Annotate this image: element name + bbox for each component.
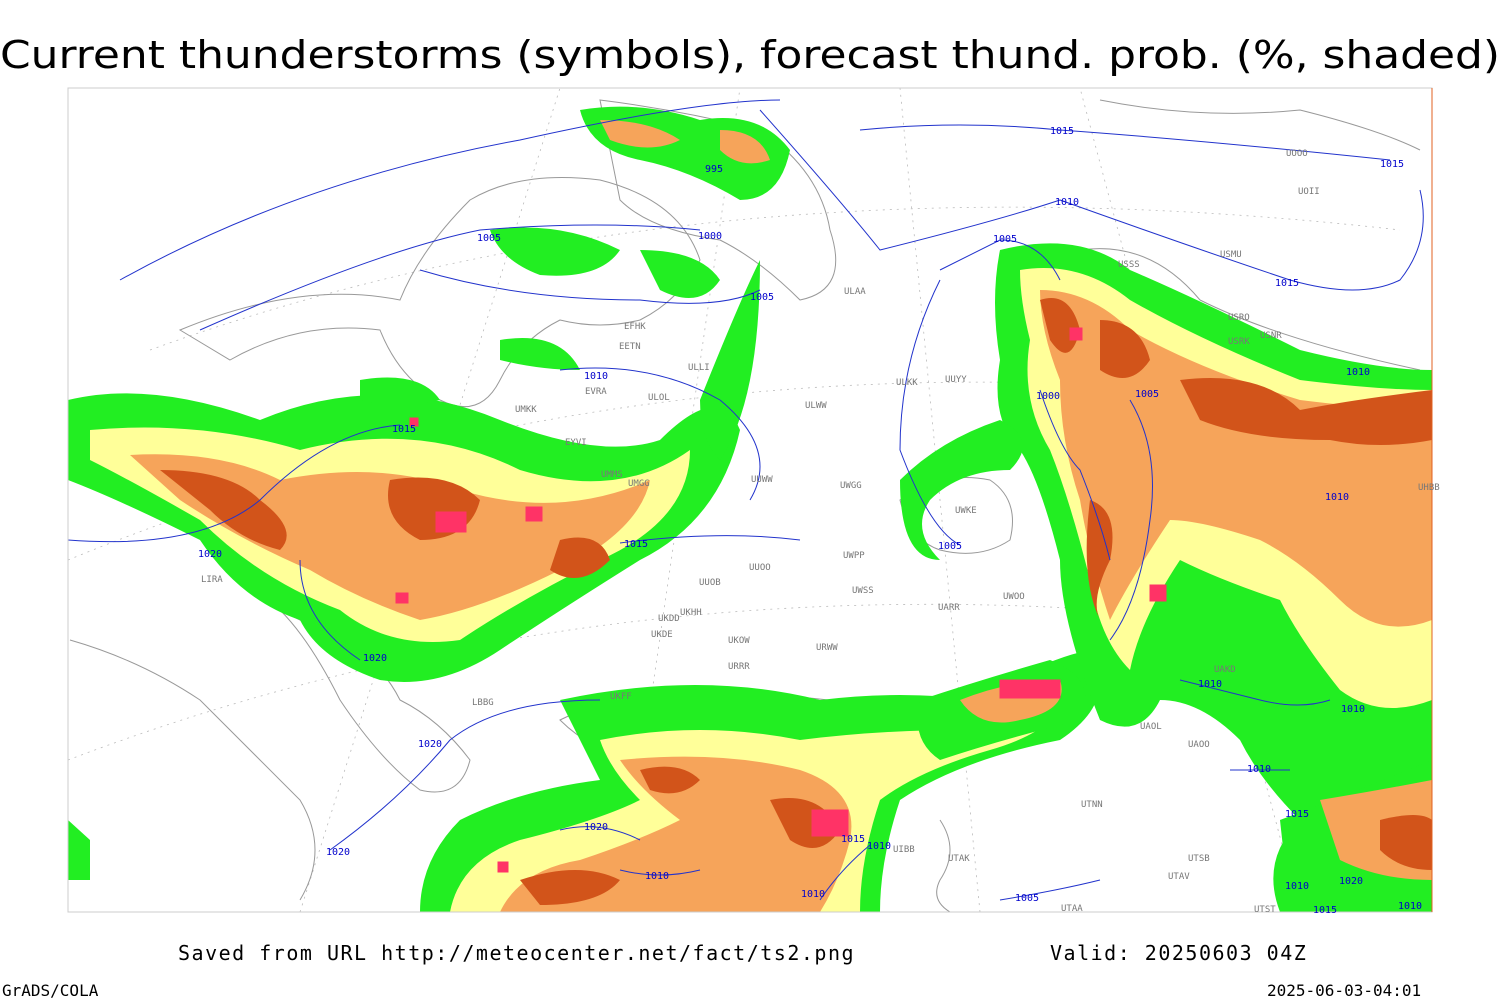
isobars xyxy=(68,99,1424,901)
isobar-label: 1010 xyxy=(1285,881,1309,892)
isobar-label: 1000 xyxy=(1036,391,1060,402)
isobar-label: 1015 xyxy=(1380,159,1404,170)
station-label: USMU xyxy=(1220,250,1242,260)
station-label: USRK xyxy=(1228,337,1250,347)
isobar-label: 1015 xyxy=(1275,278,1299,289)
isobar-label: 995 xyxy=(705,164,723,175)
probability-shading xyxy=(68,106,1432,912)
isobar-label: 1020 xyxy=(418,739,442,750)
station-label: UHBB xyxy=(1418,483,1440,493)
station-label: UUOO xyxy=(749,563,771,573)
station-label: UAOO xyxy=(1188,740,1210,750)
station-label: URWW xyxy=(816,643,838,653)
isobar-label: 1015 xyxy=(624,539,648,550)
station-label: UUOB xyxy=(699,578,721,588)
station-label: UOOO xyxy=(1286,149,1308,159)
isobar-label: 1020 xyxy=(363,653,387,664)
isobar-label: 1005 xyxy=(993,234,1017,245)
station-label: ULKK xyxy=(896,378,918,388)
station-label: USSS xyxy=(1118,260,1140,270)
station-label: UKDD xyxy=(658,614,680,624)
station-label: UTNN xyxy=(1081,800,1103,810)
station-label: UWOO xyxy=(1003,592,1025,602)
station-label: UIBB xyxy=(893,845,915,855)
isobar-label: 1020 xyxy=(198,549,222,560)
station-label: UAKD xyxy=(1214,665,1236,675)
isobar-label: 1020 xyxy=(1339,876,1363,887)
isobar-label: 1005 xyxy=(750,292,774,303)
station-label: UTSB xyxy=(1188,854,1210,864)
isobar-label: 1015 xyxy=(392,424,416,435)
station-label: UAOL xyxy=(1140,722,1162,732)
station-label: UTST xyxy=(1254,905,1276,915)
station-label: ULAA xyxy=(844,287,866,297)
isobar-label: 1010 xyxy=(1198,679,1222,690)
station-label: EYVI xyxy=(565,438,587,448)
storm-symbols xyxy=(395,327,1167,873)
isobar-label: 1010 xyxy=(1346,367,1370,378)
station-label: UMKK xyxy=(515,405,537,415)
isobar-label: 1000 xyxy=(698,231,722,242)
isobar-label: 1010 xyxy=(801,889,825,900)
source-url: Saved from URL http://meteocenter.net/fa… xyxy=(178,941,855,965)
station-label: USRO xyxy=(1228,313,1250,323)
station-label: UMGG xyxy=(628,479,650,489)
isobar-label: 1010 xyxy=(1325,492,1349,503)
station-label: ULWW xyxy=(805,401,827,411)
station-label: UKDE xyxy=(651,630,673,640)
isobar-label: 1015 xyxy=(1313,905,1337,916)
isobar-label: 1015 xyxy=(841,834,865,845)
isobar-label: 1015 xyxy=(1285,809,1309,820)
station-label: EVRA xyxy=(585,387,607,397)
valid-time: Valid: 20250603 04Z xyxy=(1050,941,1307,965)
station-label: EETN xyxy=(619,342,641,352)
isobar-label: 1005 xyxy=(1135,389,1159,400)
isobar-label: 1005 xyxy=(477,233,501,244)
station-label: USNR xyxy=(1260,331,1282,341)
isobar-label: 1020 xyxy=(326,847,350,858)
station-label: LIRA xyxy=(201,575,223,585)
station-label: ULLI xyxy=(688,363,710,373)
station-label: EFHK xyxy=(624,322,646,332)
station-label: URRR xyxy=(728,662,750,672)
map xyxy=(67,87,1433,913)
station-label: UWSS xyxy=(852,586,874,596)
station-label: ULOL xyxy=(648,393,670,403)
station-label: UWKE xyxy=(955,506,977,516)
station-label: UTAV xyxy=(1168,872,1190,882)
isobar-label: 1005 xyxy=(1015,893,1039,904)
isobar-label: 1020 xyxy=(584,822,608,833)
station-label: UKFF xyxy=(610,692,632,702)
software: GrADS/COLA xyxy=(2,981,99,1000)
isobar-label: 1010 xyxy=(867,841,891,852)
station-label: LBBG xyxy=(472,698,494,708)
station-label: UMMS xyxy=(601,470,623,480)
isobar-label: 1010 xyxy=(1055,197,1079,208)
station-label: UTAK xyxy=(948,854,970,864)
station-label: UUYY xyxy=(945,375,967,385)
isobar-label: 1010 xyxy=(1398,901,1422,912)
station-label: UKHH xyxy=(680,608,702,618)
isobar-label: 1015 xyxy=(1050,126,1074,137)
isobar-label: 1010 xyxy=(1247,764,1271,775)
station-label: UWPP xyxy=(843,551,865,561)
station-label: UKOW xyxy=(728,636,750,646)
station-label: UOII xyxy=(1298,187,1320,197)
station-label: UTAA xyxy=(1061,904,1083,914)
station-label: UARR xyxy=(938,603,960,613)
isobar-label: 1010 xyxy=(584,371,608,382)
station-label: UUWW xyxy=(751,475,773,485)
station-label: UWGG xyxy=(840,481,862,491)
isobar-label: 1010 xyxy=(645,871,669,882)
isobar-label: 1010 xyxy=(1341,704,1365,715)
timestamp: 2025-06-03-04:01 xyxy=(1267,981,1421,1000)
title: Current thunderstorms (symbols), forecas… xyxy=(0,33,1500,77)
isobar-label: 1005 xyxy=(938,541,962,552)
